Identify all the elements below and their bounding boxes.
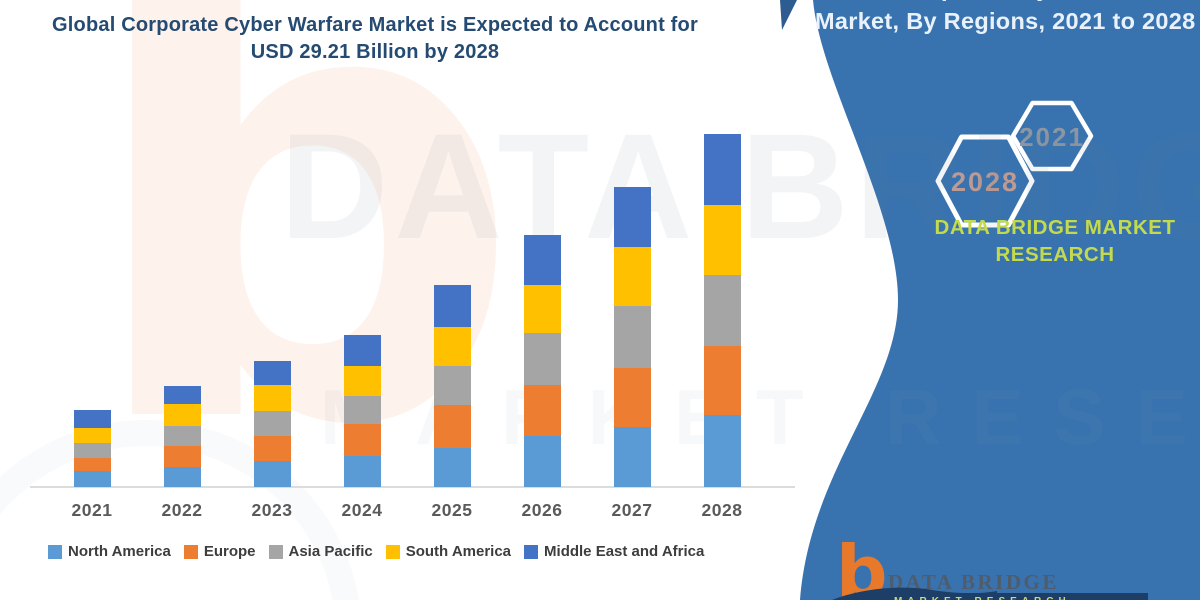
bar-segment-europe-2026 — [523, 385, 561, 437]
legend-swatch — [183, 544, 198, 559]
bar-segment-europe-2024 — [343, 423, 381, 457]
bar-segment-north-america-2028 — [703, 415, 741, 487]
corner-triangle — [780, 0, 797, 30]
x-axis-label-2026: 2026 — [521, 500, 563, 520]
bar-segment-asia-pacific-2025 — [433, 366, 471, 406]
bar-segment-europe-2025 — [433, 405, 471, 448]
bar-segment-middle-east-and-africa-2022 — [163, 385, 201, 405]
brand-line2: RESEARCH — [995, 243, 1115, 266]
bar-segment-south-america-2026 — [523, 284, 561, 334]
bar-segment-asia-pacific-2024 — [343, 395, 381, 424]
bar-segment-north-america-2022 — [163, 466, 201, 487]
chart-legend: North America Europe Asia Pacific South Ame… — [48, 543, 704, 560]
brand-line1: DATA BRIDGE MARKET — [934, 216, 1176, 239]
x-axis-label-2028: 2028 — [701, 500, 743, 520]
banner-title: Market, By Regions, 2021 to 2028 — [815, 8, 1196, 34]
hexagon-2021-label: 2021 — [1019, 122, 1085, 152]
bar-segment-europe-2028 — [703, 345, 741, 416]
bar-segment-asia-pacific-2026 — [523, 333, 561, 386]
legend-swatch — [524, 544, 539, 559]
x-axis-label-2021: 2021 — [71, 500, 113, 520]
legend-item-north-america: North America — [48, 543, 171, 560]
legend-item-asia-pacific: Asia Pacific — [268, 543, 373, 560]
bar-segment-middle-east-and-africa-2028 — [703, 134, 741, 205]
legend-label: Middle East and Africa — [544, 543, 705, 560]
bar-segment-asia-pacific-2021 — [73, 442, 111, 459]
x-axis-label-2024: 2024 — [341, 500, 383, 520]
legend-item-middle-east-and-africa: Middle East and Africa — [524, 543, 704, 560]
chart-title-line1: Global Corporate Cyber Warfare Market is… — [52, 14, 698, 36]
bar-2028 — [703, 134, 741, 487]
legend-label: Asia Pacific — [288, 543, 373, 560]
bar-segment-europe-2021 — [73, 458, 111, 472]
bar-2027 — [613, 186, 651, 487]
bar-segment-south-america-2024 — [343, 365, 381, 396]
side-panel-shape — [800, 0, 1200, 600]
bar-segment-south-america-2028 — [703, 204, 741, 275]
logo-subname-band: MARKET RESEARCH — [886, 593, 1148, 600]
bar-segment-europe-2027 — [613, 368, 651, 428]
bar-segment-asia-pacific-2022 — [163, 426, 201, 446]
brand-text: DATA BRIDGE MARKET RESEARCH — [920, 214, 1190, 268]
banner-cutoff-line: Global Corporate Cyber Warfare — [815, 0, 1185, 6]
bar-segment-south-america-2021 — [73, 427, 111, 443]
bar-segment-europe-2022 — [163, 446, 201, 467]
x-axis-label-2027: 2027 — [611, 500, 653, 520]
bar-segment-middle-east-and-africa-2025 — [433, 284, 471, 327]
bar-2023 — [253, 361, 291, 487]
bar-segment-south-america-2027 — [613, 246, 651, 306]
x-axis-label-2022: 2022 — [161, 500, 203, 520]
side-panel: 2028 2021 — [780, 0, 1200, 600]
bar-segment-north-america-2025 — [433, 447, 471, 487]
hexagon-2021 — [1010, 100, 1094, 172]
bar-segment-south-america-2022 — [163, 404, 201, 427]
legend-swatch — [385, 544, 400, 559]
legend-swatch — [48, 544, 62, 559]
bar-segment-asia-pacific-2023 — [253, 411, 291, 437]
x-axis-label-2025: 2025 — [431, 500, 473, 520]
legend-label: North America — [68, 543, 171, 560]
bar-2022 — [163, 385, 201, 487]
bar-segment-north-america-2021 — [73, 471, 111, 487]
legend-item-south-america: South America — [385, 543, 512, 560]
bar-segment-north-america-2026 — [523, 436, 561, 487]
bar-segment-middle-east-and-africa-2027 — [613, 186, 651, 247]
hexagon-2028 — [935, 134, 1035, 228]
bar-2025 — [433, 284, 471, 487]
chart-title: Global Corporate Cyber Warfare Market is… — [10, 12, 740, 66]
logo-subname: MARKET RESEARCH — [886, 593, 1148, 600]
bar-segment-north-america-2024 — [343, 456, 381, 487]
x-axis-label-2023: 2023 — [251, 500, 293, 520]
bar-segment-north-america-2027 — [613, 427, 651, 487]
chart-title-line2: USD 29.21 Billion by 2028 — [250, 41, 500, 63]
bar-segment-middle-east-and-africa-2021 — [73, 409, 111, 428]
bar-segment-south-america-2025 — [433, 326, 471, 367]
bar-segment-middle-east-and-africa-2024 — [343, 335, 381, 366]
bar-segment-middle-east-and-africa-2023 — [253, 361, 291, 385]
x-axis-line — [30, 486, 795, 488]
legend-label: Europe — [203, 543, 256, 560]
hexagon-2028-label: 2028 — [951, 167, 1019, 197]
bar-segment-asia-pacific-2028 — [703, 274, 741, 346]
bar-segment-middle-east-and-africa-2026 — [523, 235, 561, 285]
bar-2024 — [343, 335, 381, 487]
bar-segment-north-america-2023 — [253, 461, 291, 487]
legend-label: South America — [405, 543, 512, 560]
bar-segment-europe-2023 — [253, 436, 291, 461]
bar-chart: 2021 2022 2023 2024 2025 2026 2027 2028 — [71, 134, 743, 520]
bar-segment-asia-pacific-2027 — [613, 305, 651, 369]
bar-segment-south-america-2023 — [253, 384, 291, 412]
legend-swatch — [268, 544, 283, 559]
bar-2021 — [73, 409, 111, 487]
legend-item-europe: Europe — [183, 543, 256, 560]
bar-2026 — [523, 235, 561, 487]
